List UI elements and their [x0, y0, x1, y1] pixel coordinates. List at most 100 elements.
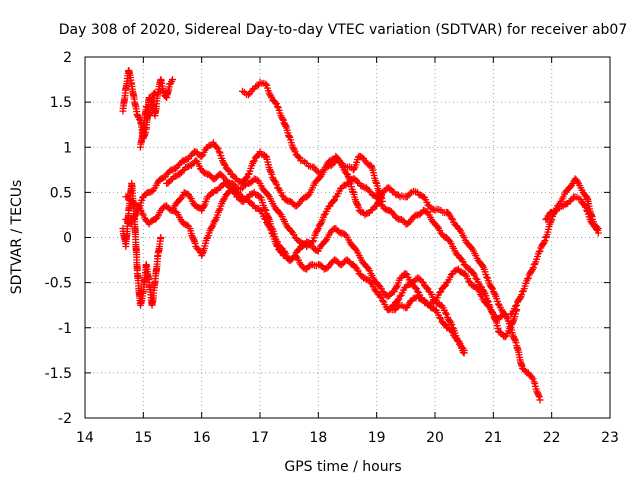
data-point	[279, 115, 286, 123]
data-point	[208, 223, 216, 231]
ticks-layer: 14 15 16 17 18 19 20 21 22 23 -2 -1.5 -1 -0.5 0 0.5 1 1.5…	[45, 50, 619, 446]
data-point	[444, 208, 452, 216]
data-point	[225, 188, 232, 196]
x-tick-label: 18	[309, 430, 327, 446]
data-point	[519, 288, 526, 296]
data-point	[437, 315, 445, 323]
data-point	[321, 237, 329, 245]
data-point	[330, 197, 337, 205]
data-point	[194, 245, 202, 253]
data-point	[470, 269, 477, 277]
x-tick-label: 14	[76, 430, 94, 446]
marks-layer	[119, 67, 602, 404]
data-point	[392, 284, 400, 292]
data-point	[411, 283, 419, 291]
data-point	[249, 158, 257, 166]
data-point	[479, 262, 486, 270]
data-point	[295, 153, 302, 161]
data-point	[460, 349, 468, 357]
data-point	[548, 215, 556, 223]
data-point	[536, 396, 544, 404]
data-point	[594, 224, 602, 232]
data-point	[261, 215, 269, 223]
data-point	[518, 291, 526, 299]
data-point	[423, 284, 431, 292]
data-point	[367, 279, 375, 287]
x-tick-label: 19	[368, 430, 386, 446]
data-point	[351, 175, 359, 183]
data-point	[213, 143, 221, 151]
data-point	[214, 145, 222, 153]
data-point	[379, 297, 386, 305]
data-point	[465, 277, 473, 285]
data-point	[488, 284, 496, 292]
data-point	[402, 270, 410, 278]
y-tick-label: 0.5	[50, 185, 72, 201]
data-point	[421, 297, 429, 305]
data-point	[334, 155, 342, 163]
data-point	[448, 321, 456, 329]
data-point	[449, 328, 456, 336]
data-point	[467, 243, 475, 251]
data-point	[377, 294, 385, 302]
data-point	[320, 211, 328, 219]
series-4	[122, 139, 544, 404]
series-3	[239, 78, 386, 205]
y-tick-label: -1	[58, 321, 72, 337]
data-point	[436, 289, 444, 297]
data-point	[447, 214, 455, 222]
x-tick-label: 15	[134, 430, 152, 446]
data-point	[394, 296, 402, 304]
y-tick-label: 1	[63, 140, 72, 156]
data-point	[199, 203, 207, 211]
data-point	[151, 89, 159, 97]
data-point	[198, 152, 206, 160]
x-tick-label: 16	[193, 430, 211, 446]
data-point	[528, 267, 536, 275]
y-tick-label: -2	[58, 411, 72, 427]
data-point	[529, 264, 537, 272]
data-point	[261, 206, 269, 214]
data-point	[506, 324, 514, 332]
data-point	[244, 91, 252, 99]
data-point	[540, 238, 548, 246]
data-point	[290, 145, 298, 153]
data-point	[276, 209, 284, 217]
data-point	[583, 206, 591, 214]
data-point	[134, 112, 141, 120]
data-point	[536, 247, 544, 255]
data-point	[516, 294, 524, 302]
data-point	[541, 237, 549, 245]
data-point	[317, 220, 325, 227]
data-point	[440, 282, 448, 290]
data-point	[273, 242, 281, 250]
data-point	[490, 289, 498, 297]
y-tick-label: 2	[63, 50, 72, 66]
data-point	[472, 274, 480, 282]
data-point	[265, 222, 273, 230]
data-point	[447, 327, 455, 335]
data-point	[542, 215, 550, 223]
x-tick-label: 17	[251, 430, 269, 446]
data-point	[169, 76, 176, 84]
data-point	[264, 191, 272, 199]
series-9	[119, 179, 165, 309]
data-point	[418, 278, 426, 286]
data-point	[274, 103, 281, 111]
data-point	[304, 192, 312, 200]
data-point	[211, 217, 219, 225]
data-point	[278, 191, 286, 199]
data-point	[290, 253, 298, 261]
series-7	[122, 184, 509, 323]
data-point	[268, 170, 276, 178]
data-point	[377, 201, 385, 209]
data-point	[273, 181, 281, 189]
data-point	[277, 248, 285, 256]
data-point	[219, 196, 227, 204]
data-point	[291, 252, 299, 260]
y-tick-label: 0	[63, 231, 72, 247]
data-point	[415, 274, 423, 282]
x-tick-label: 22	[543, 430, 561, 446]
